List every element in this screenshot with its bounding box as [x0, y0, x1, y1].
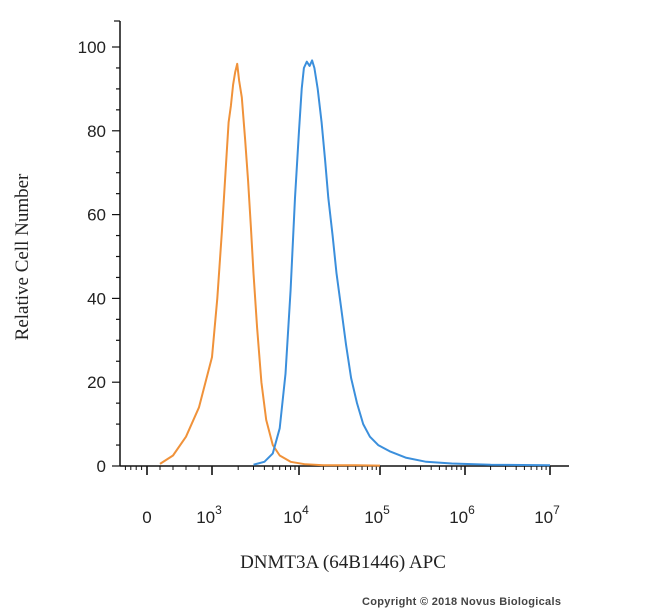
- histogram-chart: 0 20 40 60 80 100 0 103 104 105 106 107 DNMT3A (64…: [12, 20, 569, 573]
- y-axis: 0 20 40 60 80 100: [78, 20, 121, 476]
- y-tick-label: 60: [87, 206, 106, 225]
- y-tick-label: 100: [78, 38, 106, 57]
- x-axis-title: DNMT3A (64B1446) APC: [240, 552, 446, 573]
- x-tick-label: 103: [196, 503, 222, 527]
- y-tick-label: 0: [97, 457, 106, 476]
- x-tick-label: 106: [449, 503, 475, 527]
- x-tick-label: 107: [534, 503, 560, 527]
- y-tick-label: 20: [87, 373, 106, 392]
- y-tick-label: 40: [87, 289, 106, 308]
- x-axis: 0 103 104 105 106 107: [120, 465, 569, 527]
- x-tick-label: 0: [142, 508, 151, 527]
- x-tick-label: 105: [364, 503, 390, 527]
- x-tick-label: 104: [283, 503, 309, 527]
- y-axis-title: Relative Cell Number: [12, 173, 33, 340]
- y-tick-label: 80: [87, 122, 106, 141]
- series-line-1: [159, 62, 381, 467]
- copyright-notice: Copyright © 2018 Novus Biologicals: [362, 596, 562, 608]
- series-line-2: [253, 59, 551, 467]
- series-layer: [159, 59, 551, 467]
